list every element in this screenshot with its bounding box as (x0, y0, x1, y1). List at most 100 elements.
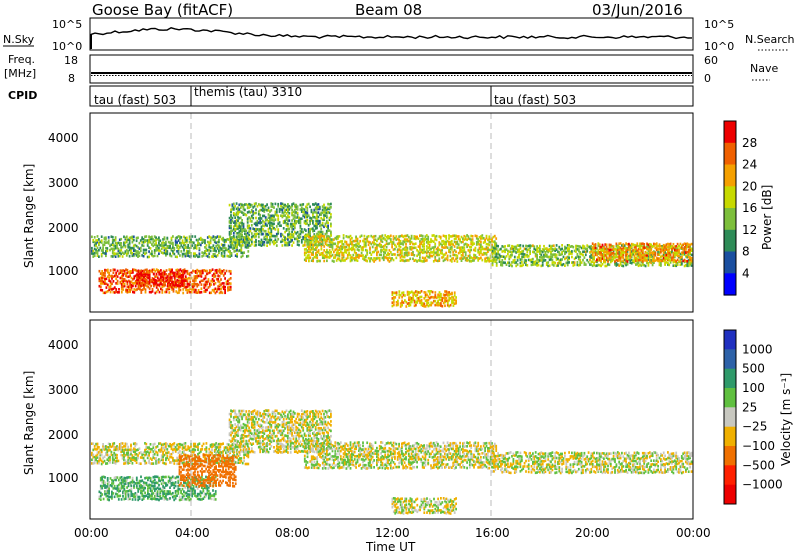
power-cell-1821 (303, 208, 306, 211)
power-cell-2674 (444, 258, 446, 262)
power-cell-2156 (331, 259, 334, 263)
power-cell-2301 (362, 248, 364, 252)
power-cell-2651 (438, 253, 441, 257)
velocity-cell-584 (101, 481, 104, 484)
power-cell-4087 (661, 246, 664, 250)
power-cell-3256 (530, 263, 533, 267)
velocity-cell-566 (247, 455, 250, 459)
power-cell-2238 (348, 245, 350, 248)
power-cell-3227 (522, 252, 525, 256)
power-cell-1766 (295, 203, 298, 207)
velocity-cell-117 (121, 446, 124, 449)
power-cell-1668 (284, 236, 286, 239)
power-cell-1827 (305, 219, 307, 223)
velocity-cell-65 (107, 454, 110, 457)
power-cell-1911 (316, 217, 318, 220)
power-cell-2172 (334, 236, 337, 240)
power-cell-3645 (632, 251, 634, 254)
power-cell-2767 (463, 249, 466, 252)
power-cell-32 (99, 246, 102, 250)
power-cell-3141 (500, 263, 502, 267)
velocity-cell-91 (114, 462, 117, 465)
power-cell-3028 (428, 296, 431, 300)
power-cell-923 (182, 291, 185, 295)
power-cell-1888 (313, 215, 316, 219)
power-cell-3638 (630, 255, 633, 258)
power-cell-1817 (303, 220, 306, 223)
power-cell-1647 (281, 240, 284, 243)
velocity-cell-120 (123, 458, 125, 462)
velocity-cell-431 (211, 445, 213, 449)
power-cell-1569 (269, 226, 271, 230)
velocity-cell-541 (239, 457, 241, 460)
power-cell-2426 (389, 257, 392, 260)
power-cell-4144 (678, 251, 680, 254)
power-cell-1737 (292, 235, 295, 239)
velocity-cell-373 (192, 450, 195, 454)
power-y-tick-4000: 4000 (48, 131, 79, 145)
power-cell-2732 (456, 260, 459, 263)
power-cell-2623 (431, 234, 434, 237)
power-cell-3205 (516, 248, 519, 251)
power-cell-1986 (325, 214, 328, 217)
power-cell-2847 (480, 240, 482, 244)
power-cell-668 (122, 288, 125, 291)
velocity-cell-720 (133, 486, 135, 489)
power-cell-3334 (550, 255, 552, 259)
velocity-cell-661 (120, 484, 123, 488)
power-cell-3376 (559, 253, 562, 256)
power-cell-4160 (683, 248, 686, 252)
power-cell-674 (122, 272, 125, 276)
power-cell-1228 (173, 276, 176, 279)
power-cell-1936 (318, 213, 321, 216)
power-cell-2769 (463, 243, 466, 246)
power-cell-4178 (689, 256, 691, 259)
power-cell-1099 (224, 291, 226, 295)
power-cell-420 (206, 255, 209, 258)
power-cell-2539 (414, 258, 417, 262)
power-cell-1693 (287, 233, 289, 236)
power-cell-2100 (317, 235, 320, 238)
power-cell-1659 (282, 221, 285, 225)
power-cell-2076 (313, 237, 316, 240)
power-cell-1403 (246, 237, 249, 241)
power-cell-552 (241, 254, 244, 258)
power-cell-282 (167, 240, 170, 244)
power-cell-3105 (453, 291, 456, 294)
power-cell-3310 (543, 244, 545, 248)
power-cell-3025 (427, 295, 430, 298)
power-cell-3602 (622, 264, 625, 268)
power-cell-1020 (203, 269, 206, 272)
power-cell-2315 (364, 245, 367, 248)
power-cell-2741 (457, 243, 460, 246)
power-cell-1151 (144, 273, 147, 276)
power-cell-4076 (658, 257, 661, 260)
power-cell-151 (131, 235, 134, 239)
power-cell-570 (247, 246, 250, 249)
power-cell-914 (179, 279, 182, 283)
power-cell-1215 (169, 276, 172, 279)
power-cell-4126 (672, 253, 675, 257)
power-cell-3999 (636, 259, 639, 262)
power-cell-1558 (267, 221, 270, 225)
power-cell-1198 (163, 284, 166, 287)
power-cell-2550 (417, 253, 420, 256)
power-cell-956 (189, 287, 192, 291)
power-cell-1434 (250, 240, 253, 244)
power-cell-167 (135, 236, 138, 240)
power-cell-305 (174, 240, 177, 244)
power-cell-2240 (348, 235, 350, 239)
power-cell-1194 (162, 278, 165, 282)
power-cell-2444 (394, 247, 396, 251)
power-cell-3242 (526, 255, 529, 258)
power-cell-1321 (235, 221, 238, 225)
power-cell-2949 (401, 299, 403, 303)
power-cell-3637 (630, 258, 633, 262)
power-cell-165 (135, 244, 138, 248)
power-cell-1088 (220, 269, 222, 273)
power-cell-1788 (299, 226, 302, 230)
power-cell-2761 (462, 249, 464, 252)
power-cell-1507 (260, 225, 263, 229)
power-cell-2134 (326, 250, 328, 254)
power-cell-46 (103, 240, 106, 244)
